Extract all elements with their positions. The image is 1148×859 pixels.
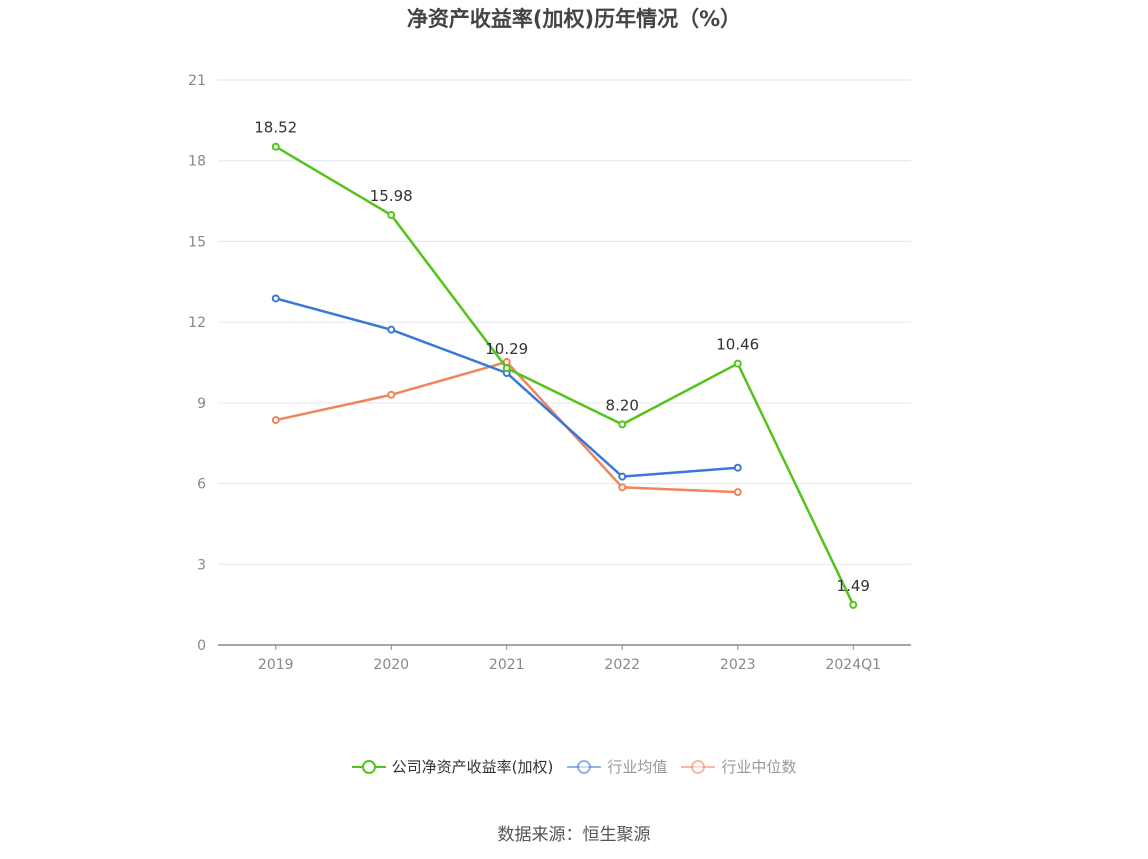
data-point xyxy=(733,359,742,368)
data-point xyxy=(733,488,742,497)
legend-swatch xyxy=(567,757,602,777)
legend: 公司净资产收益率(加权) 行业均值 行业中位数 xyxy=(0,756,1148,777)
y-tick-label: 21 xyxy=(188,73,206,89)
x-tick-label: 2023 xyxy=(720,657,756,673)
data-point xyxy=(271,142,280,151)
data-label: 1.49 xyxy=(837,577,870,595)
label-layer: 18.52 15.98 10.29 8.20 10.46 1.49 xyxy=(254,119,870,595)
legend-label: 行业中位数 xyxy=(721,758,797,776)
legend-label: 公司净资产收益率(加权) xyxy=(391,758,554,776)
x-tick-label: 2024Q1 xyxy=(825,657,881,673)
data-source: 数据来源：恒生聚源 xyxy=(497,825,651,845)
grid-layer xyxy=(218,79,911,565)
legend-swatch xyxy=(681,757,716,777)
chart-title: 净资产收益率(加权)历年情况（%） xyxy=(406,7,742,31)
series-layer xyxy=(271,142,858,609)
data-point xyxy=(387,325,396,334)
x-tick-label: 2019 xyxy=(258,657,294,673)
y-tick-label: 3 xyxy=(197,557,206,573)
data-point xyxy=(618,472,627,481)
data-point xyxy=(733,463,742,472)
y-tick-label: 18 xyxy=(188,154,206,170)
data-label: 8.20 xyxy=(606,396,639,414)
y-tick-label: 9 xyxy=(197,396,206,412)
legend-label: 行业均值 xyxy=(607,758,668,776)
y-tick-label: 0 xyxy=(197,638,206,654)
data-point xyxy=(502,364,511,373)
legend-item[interactable]: 行业均值 xyxy=(567,756,667,777)
y-tick-label: 15 xyxy=(188,234,206,250)
data-point xyxy=(271,416,280,425)
data-label: 18.52 xyxy=(254,119,297,137)
series-line xyxy=(275,145,855,606)
data-point xyxy=(271,294,280,303)
series-line xyxy=(275,297,738,478)
x-tick-label: 2020 xyxy=(373,657,409,673)
legend-item[interactable]: 行业中位数 xyxy=(681,756,796,777)
y-tick-label: 12 xyxy=(188,315,206,331)
data-label: 10.46 xyxy=(716,336,759,354)
x-tick-label: 2022 xyxy=(604,657,640,673)
data-point xyxy=(387,211,396,220)
axis-layer: 0 3 6 9 12 15 18 21 2019 2020 2021 2022 2023 2024Q1 xyxy=(188,73,911,673)
data-label: 15.98 xyxy=(370,187,413,205)
data-label: 10.29 xyxy=(485,340,528,358)
data-point xyxy=(387,390,396,399)
data-point xyxy=(849,600,858,609)
legend-swatch xyxy=(351,757,386,777)
data-point xyxy=(618,420,627,429)
x-tick-label: 2021 xyxy=(489,657,525,673)
y-tick-label: 6 xyxy=(197,477,206,493)
legend-item[interactable]: 公司净资产收益率(加权) xyxy=(351,756,554,777)
data-point xyxy=(618,483,627,492)
